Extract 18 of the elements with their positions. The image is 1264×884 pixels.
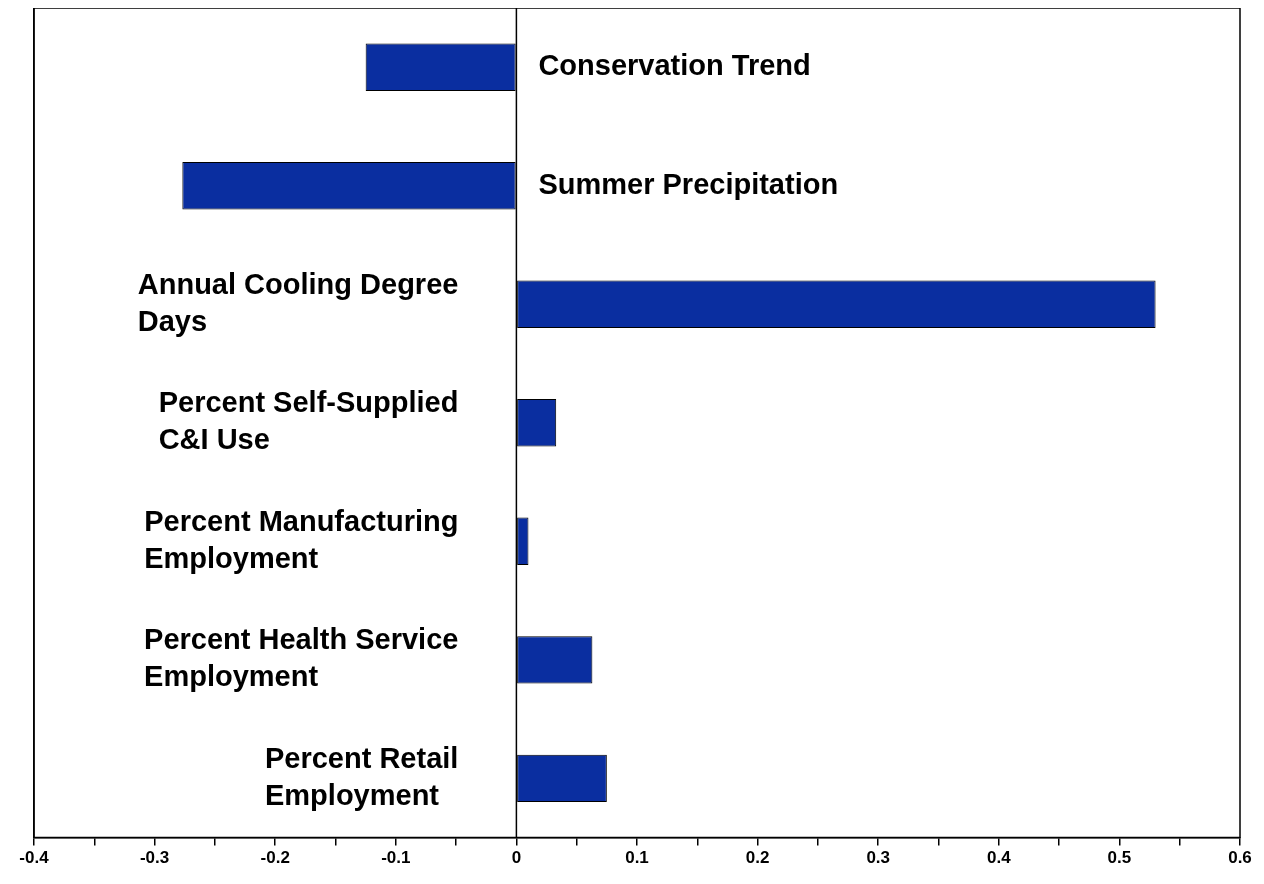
y-tick-label: Annual Cooling Degree Days: [137, 267, 459, 337]
x-tick-label: 0.1: [625, 848, 649, 868]
x-tick-label: -0.2: [260, 848, 290, 868]
y-tick-label: Percent Health Service Employment: [144, 623, 459, 693]
x-tick-label: 0.4: [986, 848, 1012, 868]
x-tick-label: 0.2: [745, 848, 770, 868]
y-tick-label: Summer Precipitation: [538, 167, 839, 200]
y-tick-label: Conservation Trend: [538, 49, 811, 82]
x-tick-label: 0.5: [1107, 848, 1132, 868]
y-tick-label: Percent Manufacturing Employment: [144, 504, 459, 574]
y-tick-label: Percent Retail Employment: [264, 741, 459, 811]
x-tick-label: 0.3: [866, 848, 891, 868]
x-tick-label: -0.4: [19, 848, 50, 868]
x-tick-label: 0.6: [1228, 848, 1252, 868]
x-tick-label: 0: [511, 848, 522, 868]
x-tick-label: -0.1: [381, 848, 411, 868]
y-tick-label: Percent Self-Supplied C&I Use: [158, 386, 459, 456]
x-tick-label: -0.3: [139, 848, 170, 868]
